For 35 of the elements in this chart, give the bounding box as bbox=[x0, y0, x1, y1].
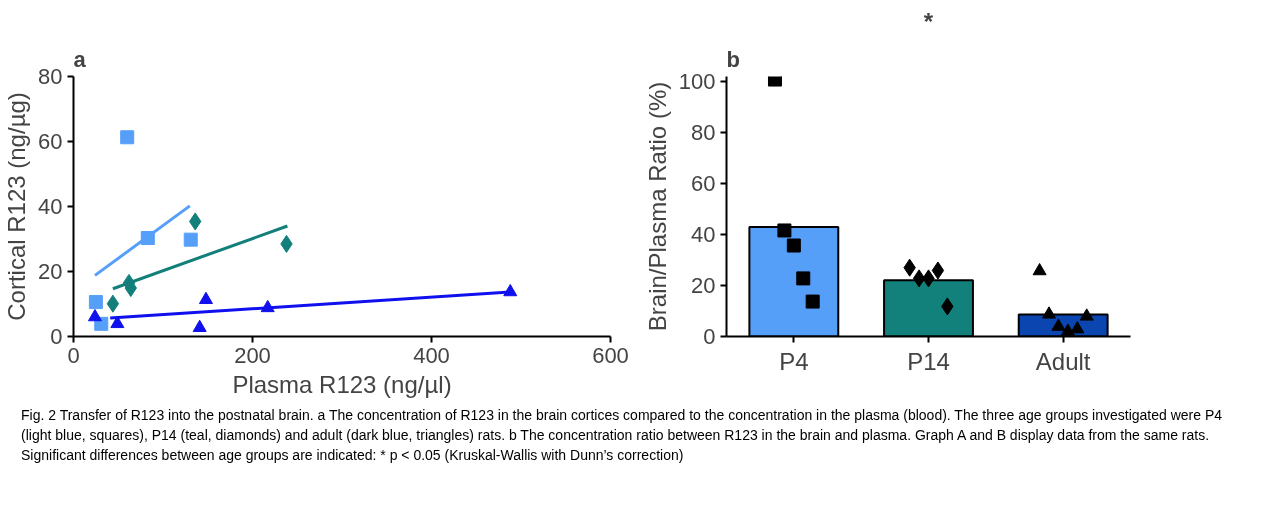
point bbox=[183, 232, 198, 247]
x-tick-label: 400 bbox=[413, 342, 450, 368]
y-tick-label: 60 bbox=[691, 171, 716, 197]
y-tick-label: 20 bbox=[38, 259, 63, 284]
y-tick-label: 40 bbox=[38, 194, 63, 219]
y-tick-label: 0 bbox=[50, 324, 63, 349]
point bbox=[87, 308, 102, 322]
y-axis-title: Brain/Plasma Ratio (%) bbox=[643, 81, 671, 332]
x-tick-label: 200 bbox=[234, 342, 271, 368]
x-tick-label: 600 bbox=[592, 342, 629, 368]
point bbox=[140, 231, 155, 246]
x-tick-label: Adult bbox=[1035, 347, 1091, 375]
point bbox=[198, 291, 213, 305]
point bbox=[106, 294, 120, 313]
point bbox=[120, 130, 135, 145]
y-tick-label: 80 bbox=[38, 64, 63, 89]
point bbox=[88, 295, 103, 310]
x-tick-label: P14 bbox=[907, 347, 950, 375]
y-tick-label: 40 bbox=[691, 222, 716, 248]
chart-title: a bbox=[73, 46, 87, 72]
x-tick-label: 0 bbox=[67, 342, 80, 368]
y-tick-label: 0 bbox=[703, 324, 716, 349]
y-tick-label: 80 bbox=[691, 120, 716, 146]
point bbox=[260, 299, 275, 313]
x-tick-label: P4 bbox=[779, 347, 809, 375]
y-axis-title: Cortical R123 (ng/µg) bbox=[3, 92, 31, 321]
point bbox=[192, 319, 207, 332]
x-axis-title: Plasma R123 (ng/µl) bbox=[232, 370, 452, 398]
y-tick-label: 100 bbox=[678, 69, 716, 95]
y-tick-label: 60 bbox=[38, 129, 63, 154]
point bbox=[503, 283, 518, 297]
chart-title: b bbox=[726, 46, 740, 72]
caption: Fig. 2 Transfer of R123 into the postnatal brain. a The concentration of R123 in the brain cortices compared to the concentration in the plasma (blood). The three age groups investigated were P4 (light blue, squares), P14 (teal, diamonds) and adult (dark blue, triangles) rats. b The concentration ratio between R123 in the brain and plasma. Graph A and B display data from the same rats. Significant differences between age groups are indicated: * p < 0.05 (Kruskal-Wallis with Dunn’s correction) bbox=[21, 406, 1224, 465]
text: * bbox=[923, 7, 934, 35]
y-tick-label: 20 bbox=[691, 273, 716, 299]
